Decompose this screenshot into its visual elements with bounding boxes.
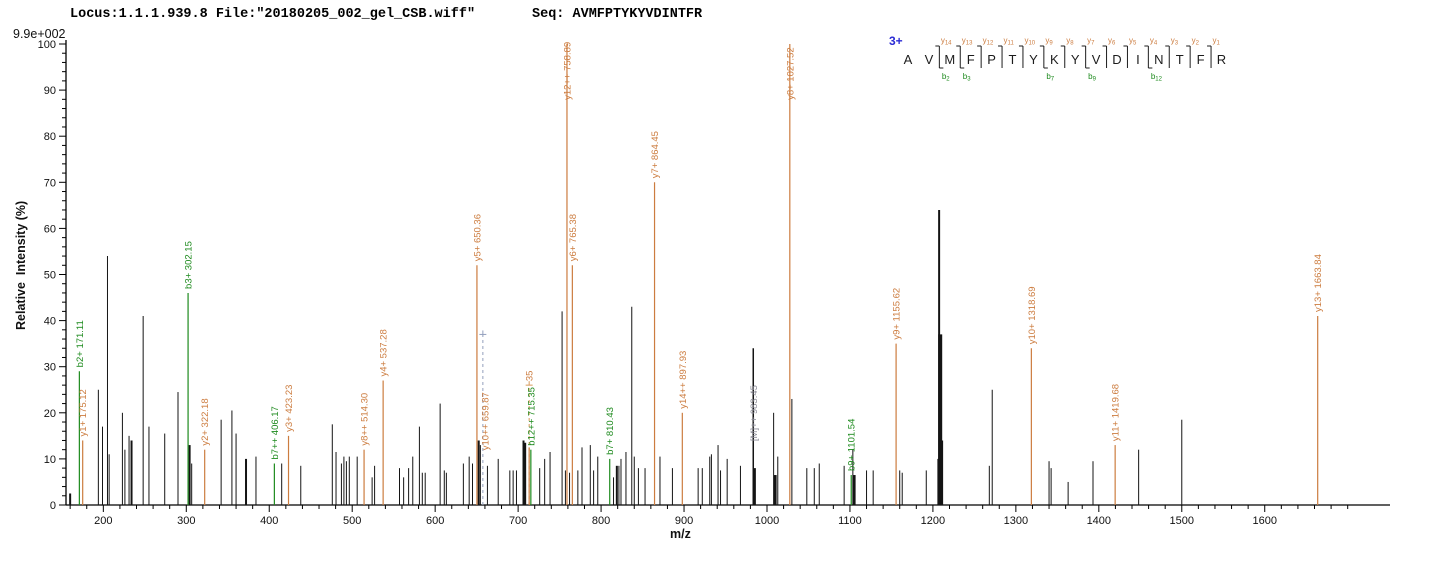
x-tick-label: 1500 xyxy=(1170,515,1194,527)
residue-letter: Y xyxy=(1071,52,1080,67)
residue-letter: F xyxy=(1197,52,1205,67)
residue-letter: Y xyxy=(1029,52,1038,67)
y-tick-label: 90 xyxy=(44,85,56,97)
peak-annotation-label: y7+ 864.45 xyxy=(650,131,661,178)
peak-annotation-label: [M]++ 983.45 xyxy=(749,385,760,441)
y-fragment-label: y4 xyxy=(1150,36,1158,47)
x-tick-label: 1400 xyxy=(1087,515,1111,527)
b-fragment-label: b7 xyxy=(1046,72,1054,83)
peak-annotation-label: y10+ 1318.69 xyxy=(1027,286,1038,344)
y-tick-label: 20 xyxy=(44,408,56,420)
y-fragment-label: y7 xyxy=(1087,36,1095,47)
b-fragment-label: b12 xyxy=(1151,72,1163,83)
peak-annotation-label: b9+ 1101.54 xyxy=(847,419,858,471)
y-fragment-label: y6 xyxy=(1108,36,1116,47)
b-fragment-label: b3 xyxy=(963,72,971,83)
intensity-scale-label: 9.9e+002 xyxy=(13,27,66,41)
peak-annotation-label: b12++ 715.35 xyxy=(526,387,537,446)
y-tick-label: 30 xyxy=(44,362,56,374)
x-tick-label: 1100 xyxy=(838,515,862,527)
peak-annotation-label: b2+ 171.11 xyxy=(75,320,86,367)
residue-letter: D xyxy=(1112,52,1121,67)
x-tick-label: 400 xyxy=(260,515,278,527)
x-tick-label: 600 xyxy=(426,515,444,527)
x-tick-label: 1000 xyxy=(755,515,779,527)
y-tick-label: 50 xyxy=(44,270,56,282)
peak-annotation-label: y4+ 537.28 xyxy=(379,329,390,376)
residue-letter: P xyxy=(987,52,996,67)
peak-annotation-label: y13+ 1663.84 xyxy=(1313,254,1324,312)
residue-letter: T xyxy=(1009,52,1017,67)
y-fragment-label: y12 xyxy=(983,36,994,47)
x-tick-label: 200 xyxy=(94,515,112,527)
peak-annotation-label: y11+ 1419.68 xyxy=(1111,384,1122,441)
y-fragment-label: y2 xyxy=(1192,36,1200,47)
residue-letter: V xyxy=(1092,52,1101,67)
peak-annotation-label: y9+ 1155.62 xyxy=(892,288,903,340)
y-tick-label: 40 xyxy=(44,316,56,328)
x-axis-title: m/z xyxy=(670,527,691,541)
axes-layer: 200 300 400 500 600 700 800 900 1000 1100 1200 1300… xyxy=(38,39,1390,527)
peak-annotation-label: y14++ 897.93 xyxy=(678,351,689,409)
y-tick-label: 70 xyxy=(44,177,56,189)
y-fragment-label: y13 xyxy=(962,36,973,47)
y-fragment-label: y5 xyxy=(1129,36,1137,47)
peak-annotation-label: y8++ 514.30 xyxy=(360,393,371,446)
y-tick-label: 60 xyxy=(44,223,56,235)
peak-annotation-label: y3+ 423.23 xyxy=(284,385,295,432)
header-bar: Locus:1.1.1.939.8 File:"20180205_002_gel… xyxy=(0,7,1436,67)
residue-letter: I xyxy=(1136,52,1140,67)
peak-annotation-label: b3+ 302.15 xyxy=(184,241,195,289)
b-fragment-label: b9 xyxy=(1088,72,1096,83)
y-tick-label: 10 xyxy=(44,454,56,466)
y-fragment-label: y3 xyxy=(1171,36,1179,47)
x-tick-label: 500 xyxy=(343,515,361,527)
x-tick-label: 1200 xyxy=(921,515,945,527)
x-tick-label: 800 xyxy=(592,515,610,527)
y-tick-label: 100 xyxy=(38,39,56,51)
residue-letter: A xyxy=(904,52,913,67)
x-tick-label: 300 xyxy=(177,515,195,527)
charge-state-label: 3+ xyxy=(889,34,903,48)
residue-letter: M xyxy=(944,52,955,67)
x-tick-label: 1300 xyxy=(1004,515,1028,527)
peak-annotation-label: y12++ 758.89 xyxy=(562,42,573,100)
b-fragment-label: b2 xyxy=(942,72,950,83)
peak-annotation-label: y6+ 765.38 xyxy=(568,214,579,261)
y-fragment-label: y1 xyxy=(1213,36,1221,47)
y-tick-label: 0 xyxy=(50,500,56,512)
x-tick-label: 700 xyxy=(509,515,527,527)
residue-letter: T xyxy=(1176,52,1184,67)
peak-annotation-label: y10++ 659.87 xyxy=(480,392,491,450)
residue-letter: K xyxy=(1050,52,1059,67)
y-fragment-label: y9 xyxy=(1045,36,1053,47)
x-tick-label: 900 xyxy=(675,515,693,527)
peak-annotation-label: b7++ 406.17 xyxy=(270,406,281,459)
y-fragment-label: y8 xyxy=(1066,36,1074,47)
residue-letter: R xyxy=(1217,52,1226,67)
locus-file-label: Locus:1.1.1.939.8 File:"20180205_002_gel… xyxy=(70,7,476,22)
peak-annotation-label: b7+ 810.43 xyxy=(605,407,616,455)
x-tick-label: 1600 xyxy=(1252,515,1276,527)
residue-letter: F xyxy=(967,52,975,67)
y-fragment-label: y11 xyxy=(1004,36,1015,47)
y-fragment-label: y10 xyxy=(1024,36,1035,47)
peak-annotation-label: y2+ 322.18 xyxy=(200,398,211,445)
peak-annotation-label: y5+ 650.36 xyxy=(472,214,483,261)
sequence-label: Seq: AVMFPTYKYVDINTFR xyxy=(532,7,703,22)
residue-letter: N xyxy=(1154,52,1163,67)
peak-annotation-label: 35 xyxy=(525,371,536,382)
peak-annotation-label: y8+ 1027.52 xyxy=(785,47,796,100)
peak-annotation-label: y1+ 175.12 xyxy=(78,389,89,436)
y-fragment-label: y14 xyxy=(941,36,952,47)
residue-letter: V xyxy=(925,52,934,67)
peak-label-layer: b2+ 171.11 y1+ 175.12 b3+ 302.15 y2+ 322.18… xyxy=(75,42,1324,471)
y-tick-label: 80 xyxy=(44,131,56,143)
y-axis-title: Relative Intensity (%) xyxy=(14,201,28,330)
peak-layer xyxy=(69,44,1319,505)
